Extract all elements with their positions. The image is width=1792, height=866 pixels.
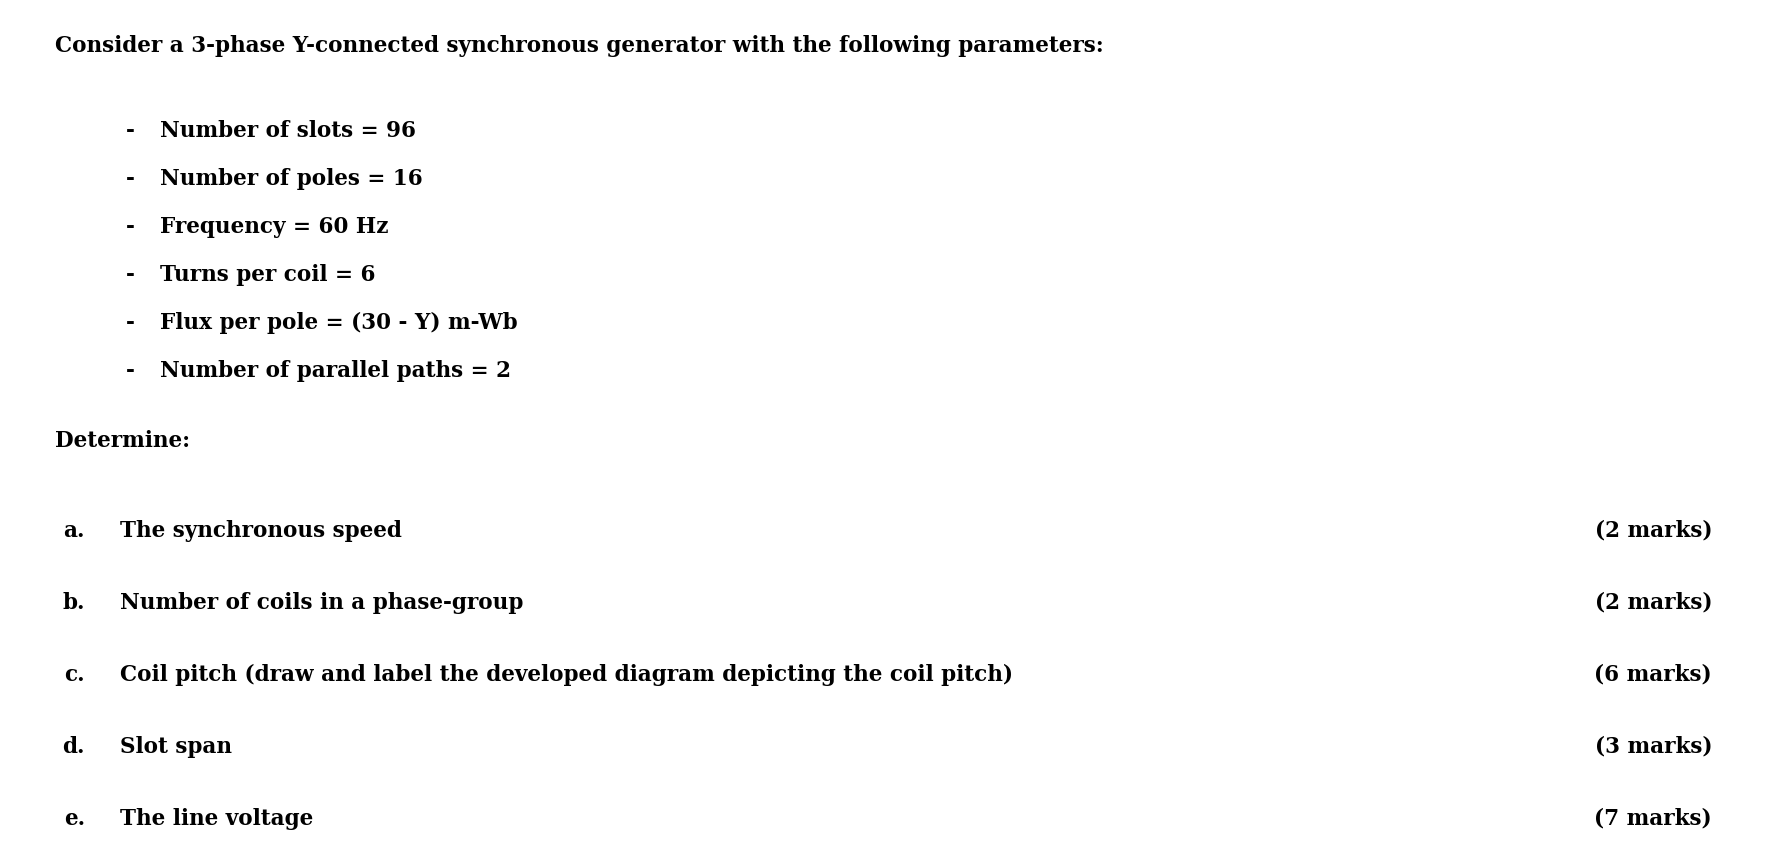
Text: -: - [125, 264, 134, 286]
Text: c.: c. [65, 664, 84, 686]
Text: Flux per pole = (30 - Y) m-Wb: Flux per pole = (30 - Y) m-Wb [159, 312, 518, 334]
Text: The line voltage: The line voltage [120, 808, 314, 830]
Text: Turns per coil = 6: Turns per coil = 6 [159, 264, 376, 286]
Text: Frequency = 60 Hz: Frequency = 60 Hz [159, 216, 389, 238]
Text: d.: d. [63, 736, 84, 758]
Text: (7 marks): (7 marks) [1595, 808, 1711, 830]
Text: b.: b. [63, 592, 84, 614]
Text: (2 marks): (2 marks) [1595, 592, 1711, 614]
Text: -: - [125, 168, 134, 190]
Text: -: - [125, 312, 134, 334]
Text: Number of parallel paths = 2: Number of parallel paths = 2 [159, 360, 511, 382]
Text: Consider a 3-phase Y-connected synchronous generator with the following paramete: Consider a 3-phase Y-connected synchrono… [56, 35, 1104, 57]
Text: (3 marks): (3 marks) [1595, 736, 1711, 758]
Text: Determine:: Determine: [56, 430, 190, 452]
Text: (6 marks): (6 marks) [1595, 664, 1711, 686]
Text: Number of coils in a phase-group: Number of coils in a phase-group [120, 592, 523, 614]
Text: Number of slots = 96: Number of slots = 96 [159, 120, 416, 142]
Text: e.: e. [65, 808, 84, 830]
Text: Coil pitch (draw and label the developed diagram depicting the coil pitch): Coil pitch (draw and label the developed… [120, 664, 1012, 686]
Text: Number of poles = 16: Number of poles = 16 [159, 168, 423, 190]
Text: a.: a. [63, 520, 84, 542]
Text: -: - [125, 216, 134, 238]
Text: The synchronous speed: The synchronous speed [120, 520, 401, 542]
Text: Slot span: Slot span [120, 736, 231, 758]
Text: -: - [125, 120, 134, 142]
Text: (2 marks): (2 marks) [1595, 520, 1711, 542]
Text: -: - [125, 360, 134, 382]
